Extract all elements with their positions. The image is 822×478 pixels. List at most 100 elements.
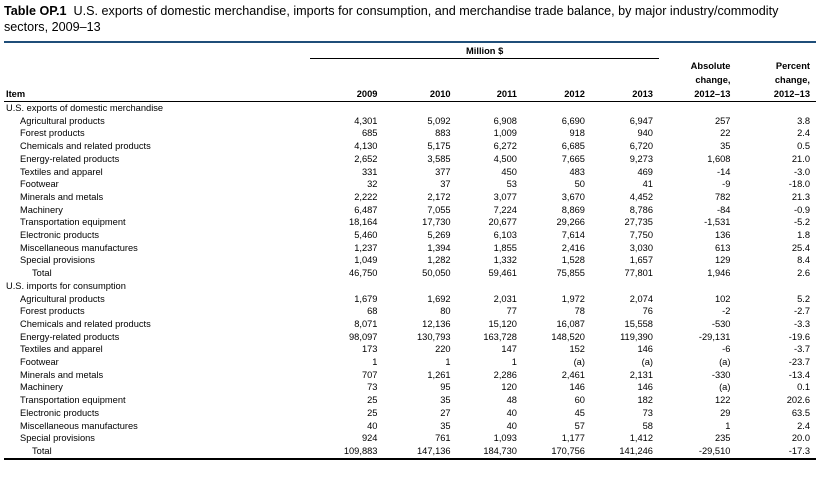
table-cell: 15,120 <box>488 318 517 329</box>
table-cell: 1,009 <box>493 128 517 139</box>
table-cell: 78 <box>574 306 585 317</box>
pct-change-header-2: change, <box>774 75 810 85</box>
table-cell <box>383 280 456 293</box>
table-cell: 8,869 <box>561 204 585 215</box>
table-cell: -1,531 <box>704 217 731 228</box>
table-cell <box>457 102 523 115</box>
table-cell <box>591 280 659 293</box>
table-cell: 57 <box>574 420 585 431</box>
table-cell: 37 <box>440 179 451 190</box>
row-label: Energy-related products <box>20 331 120 342</box>
table-cell: 182 <box>637 395 653 406</box>
table-cell: 2.6 <box>797 268 810 279</box>
table-row: Special provisions 924 761 1,093 1,177 1,412 2… <box>4 432 816 445</box>
row-label: Machinery <box>20 382 63 393</box>
table-cell: 21.3 <box>791 191 810 202</box>
table-cell: 2,074 <box>629 293 653 304</box>
table-row: Agricultural products 1,679 1,692 2,031 1,97… <box>4 293 816 306</box>
table-cell: 1,394 <box>427 242 451 253</box>
table-cell: -9 <box>722 179 731 190</box>
table-cell: (a) <box>719 382 731 393</box>
table-cell: 1 <box>725 420 731 431</box>
row-label: Agricultural products <box>20 293 105 304</box>
table-cell: 450 <box>501 166 517 177</box>
table-cell: 35 <box>440 395 451 406</box>
header-row-3: Item 2009 2010 2011 2012 2013 2012–13 20… <box>4 87 816 102</box>
table-row: Forest products 685 883 1,009 918 940 22 2.4 <box>4 127 816 140</box>
table-cell: 75,855 <box>556 268 585 279</box>
row-label: Total <box>32 445 52 456</box>
row-label: Footwear <box>20 357 59 368</box>
table-cell: 2,461 <box>561 369 585 380</box>
table-cell: 2,131 <box>629 369 653 380</box>
row-label: Energy-related products <box>20 153 120 164</box>
table-row: Energy-related products 2,652 3,585 4,500 7,… <box>4 153 816 166</box>
table-cell: 163,728 <box>483 331 517 342</box>
table-cell <box>659 280 736 293</box>
row-label: Electronic products <box>20 230 100 241</box>
table-cell: 1 <box>372 357 378 368</box>
table-cell: 46,750 <box>349 268 378 279</box>
row-label: Footwear <box>20 179 59 190</box>
row-label: Minerals and metals <box>20 191 104 202</box>
table-row: Minerals and metals 2,222 2,172 3,077 3,670 4… <box>4 191 816 204</box>
table-cell: 918 <box>569 128 585 139</box>
pct-change-header-3: 2012–13 <box>736 87 816 102</box>
table-cell: 7,665 <box>561 153 585 164</box>
table-cell: 120 <box>501 382 517 393</box>
table-cell: 5,175 <box>427 141 451 152</box>
row-label: Electronic products <box>20 407 100 418</box>
table-cell: -6 <box>722 344 731 355</box>
table-cell: 1,528 <box>561 255 585 266</box>
table-cell: 41 <box>642 179 653 190</box>
table-cell: 1,177 <box>561 433 585 444</box>
table-cell: 15,558 <box>624 318 653 329</box>
table-cell: 331 <box>361 166 378 177</box>
table-cell: -13.4 <box>788 369 810 380</box>
top-rule <box>4 41 816 43</box>
table-cell: 7,614 <box>561 230 585 241</box>
table-cell: 377 <box>435 166 451 177</box>
table-cell: 3.8 <box>797 115 810 126</box>
table-cell: 6,690 <box>561 115 585 126</box>
row-label: Transportation equipment <box>20 217 126 228</box>
table-cell: (a) <box>641 357 653 368</box>
unit-label: Million $ <box>310 44 659 59</box>
table-cell: 613 <box>714 242 731 253</box>
section-heading-row: U.S. exports of domestic merchandise <box>4 102 816 115</box>
table-cell: 146 <box>569 382 585 393</box>
table-title: Table OP.1 U.S. exports of domestic merc… <box>4 3 804 35</box>
table-row: Machinery 73 95 120 146 146 (a) 0.1 <box>4 381 816 394</box>
table-cell: 29,266 <box>556 217 585 228</box>
row-label: Textiles and apparel <box>20 344 103 355</box>
table-row: Special provisions 1,049 1,282 1,332 1,528 1,… <box>4 254 816 267</box>
abs-change-header-1: Absolute <box>690 60 731 71</box>
row-label: Chemicals and related products <box>20 141 151 152</box>
year-header: 2011 <box>456 87 523 102</box>
table-cell: 1,261 <box>427 369 451 380</box>
section-heading: U.S. exports of domestic merchandise <box>6 103 164 113</box>
table-cell: 1 <box>445 357 451 368</box>
table-cell: 9,273 <box>629 153 653 164</box>
table-cell: 6,487 <box>354 204 378 215</box>
table-cell: 77,801 <box>624 268 653 279</box>
table-cell: 122 <box>714 395 731 406</box>
row-label: Minerals and metals <box>20 369 104 380</box>
table-cell: 1,657 <box>629 255 653 266</box>
section-heading: U.S. imports for consumption <box>6 280 126 291</box>
table-cell: 1,972 <box>561 293 585 304</box>
row-label: Machinery <box>20 204 63 215</box>
table-cell: 73 <box>642 407 653 418</box>
table-cell <box>310 102 383 115</box>
table-cell: -3.0 <box>793 166 810 177</box>
year-header: 2010 <box>383 87 457 102</box>
year-header: 2012 <box>522 87 591 102</box>
table-cell: 95 <box>440 382 451 393</box>
table-cell: 80 <box>440 306 451 317</box>
table-cell: 469 <box>637 166 653 177</box>
table-cell: 109,883 <box>343 445 378 456</box>
table-cell: 2,416 <box>561 242 585 253</box>
table-cell: -19.6 <box>788 331 810 342</box>
table-row: Chemicals and related products 8,071 12,13… <box>4 318 816 331</box>
